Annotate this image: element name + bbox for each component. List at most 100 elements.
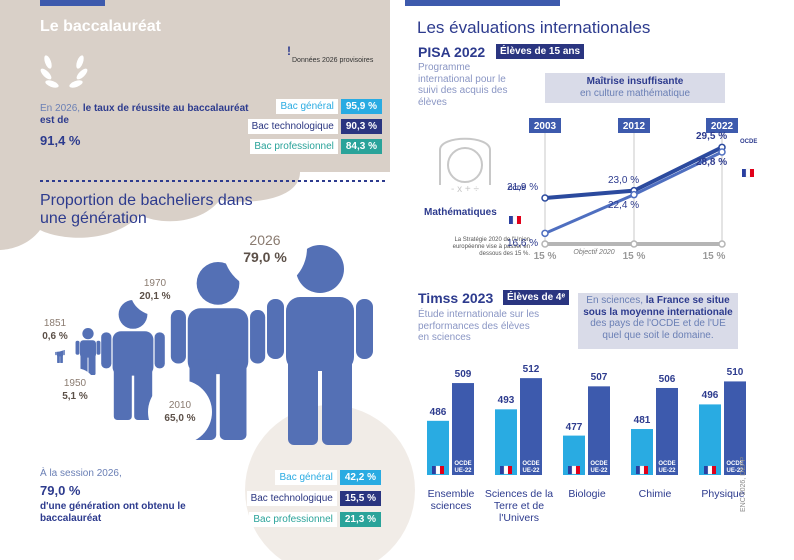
pill-label: Bac professionnel: [249, 512, 337, 527]
section-subtitle: Proportion de bacheliers dans une généra…: [40, 192, 253, 228]
timss-title: Timss 2023: [418, 290, 494, 306]
timss-category: Chimie: [638, 488, 672, 500]
person: [267, 245, 373, 445]
pill-value: 84,3 %: [340, 139, 382, 154]
pisa-point: [630, 190, 638, 199]
label-bubble: [33, 308, 77, 352]
timss-bar: [699, 404, 721, 475]
pill-value: 90,3 %: [340, 119, 382, 134]
person-leg: [57, 354, 60, 363]
timss-box-text: des pays de l'OCDE et de l'UE quel que s…: [590, 318, 726, 341]
pill: Bac technologique 90,3 %: [247, 119, 382, 134]
success-text: En 2026, le taux de réussite au baccalau…: [40, 103, 260, 126]
flag-red: [517, 216, 521, 224]
person-head: [296, 245, 344, 293]
person-leg: [322, 355, 352, 445]
timss-bar: [724, 381, 746, 475]
person-arm: [154, 332, 165, 369]
flag-red: [750, 169, 754, 177]
target-note: La Stratégie 2020 de l'Union européenne …: [452, 237, 530, 257]
success-value: 91,4 %: [40, 133, 81, 148]
timss-bar: [563, 435, 585, 475]
pisa-point: [541, 194, 549, 202]
pisa-value-label: 29,5 %: [696, 131, 728, 143]
pill-label: Bac technologique: [246, 491, 337, 506]
flag-red: [644, 466, 648, 474]
person-arm: [101, 332, 112, 369]
target-caption: Objectif 2020: [573, 249, 615, 256]
section-title: Les évaluations internationales: [417, 18, 651, 37]
timss-value: 510: [726, 367, 744, 379]
flag-blue: [500, 466, 504, 474]
flag-blue: [636, 466, 640, 474]
timss-box-text: En sciences,: [586, 295, 643, 306]
timss-bar: [495, 409, 517, 475]
timss-value: 512: [522, 364, 540, 376]
timss-bar: [631, 429, 653, 475]
target-point: [630, 240, 638, 248]
pill-label: Bac professionnel: [250, 139, 338, 154]
success-intro: En 2026,: [40, 103, 81, 114]
pisa-value-label: 23,0 %: [608, 174, 640, 186]
flag-white: [707, 465, 713, 475]
timss-category: Physique: [701, 488, 745, 500]
pisa-value-label: 28,8 %: [696, 157, 728, 168]
bubble-value: 65,0 %: [164, 413, 196, 424]
person-arm: [267, 299, 284, 359]
timss-series-name: OCDE UE-22: [590, 461, 608, 474]
timss-bar: [520, 378, 542, 475]
person-arm: [96, 340, 101, 355]
person-leg: [60, 354, 63, 363]
year-label: 2022: [711, 121, 734, 132]
person-leg: [113, 366, 132, 420]
pill: Bac général 95,9 %: [276, 99, 382, 114]
timss-category: Biologie: [568, 488, 606, 500]
person-leg: [288, 355, 318, 445]
flag-red: [440, 466, 444, 474]
pill: Bac général 42,2 %: [275, 470, 381, 485]
accent-bar: [405, 0, 560, 6]
timss-series-name: OCDE UE-22: [522, 461, 540, 474]
year-label: 2012: [623, 121, 646, 132]
bubble-year: 2026: [249, 232, 281, 248]
timss-value: 509: [454, 369, 472, 381]
timss-description: Étude internationale sur les performance…: [418, 309, 540, 343]
timss-series-name: OCDE UE-22: [454, 461, 472, 474]
year-badge: [618, 118, 650, 133]
year-badge: [706, 118, 738, 133]
year-label: 2003: [534, 121, 557, 132]
student-icon: - x + ÷: [439, 137, 491, 195]
flag-blue: [742, 169, 746, 177]
person-head: [196, 262, 240, 305]
person-arm: [170, 310, 186, 364]
pisa-title: PISA 2022: [418, 44, 486, 60]
bubble-year: 1950: [63, 378, 87, 389]
pisa-description: Programme international pour le suivi de…: [418, 62, 508, 108]
timss-series-name: OCDE UE-22: [726, 461, 744, 474]
section-title: Le baccalauréat: [40, 18, 161, 35]
source: ENC 2026, DEPP: [740, 456, 747, 512]
legend-ocde: OCDE: [740, 139, 758, 145]
timss-category: Sciences de la Terre et de l'Univers: [484, 488, 554, 525]
person-body: [187, 308, 249, 375]
flag-blue: [704, 466, 708, 474]
pill: Bac professionnel 84,3 %: [250, 139, 382, 154]
laurel-icon: [40, 55, 88, 88]
person-arm: [356, 299, 373, 359]
note: Données 2026 provisoires: [292, 57, 374, 64]
pill-label: Bac technologique: [247, 119, 338, 134]
person-body: [80, 340, 96, 358]
label-bubble: [148, 380, 212, 444]
flag-white: [503, 465, 509, 475]
person-leg: [134, 366, 153, 420]
year-badge: [529, 118, 561, 133]
timss-bar: [656, 387, 678, 475]
flag-red: [508, 466, 512, 474]
flag-blue: [568, 466, 572, 474]
legend-ocde: OCDE: [508, 186, 526, 192]
pill-value: 95,9 %: [340, 99, 382, 114]
person: [75, 328, 101, 375]
pisa-box: Maîtrise insuffisante en culture mathémat…: [545, 73, 725, 103]
target-label: 15 %: [622, 251, 646, 262]
